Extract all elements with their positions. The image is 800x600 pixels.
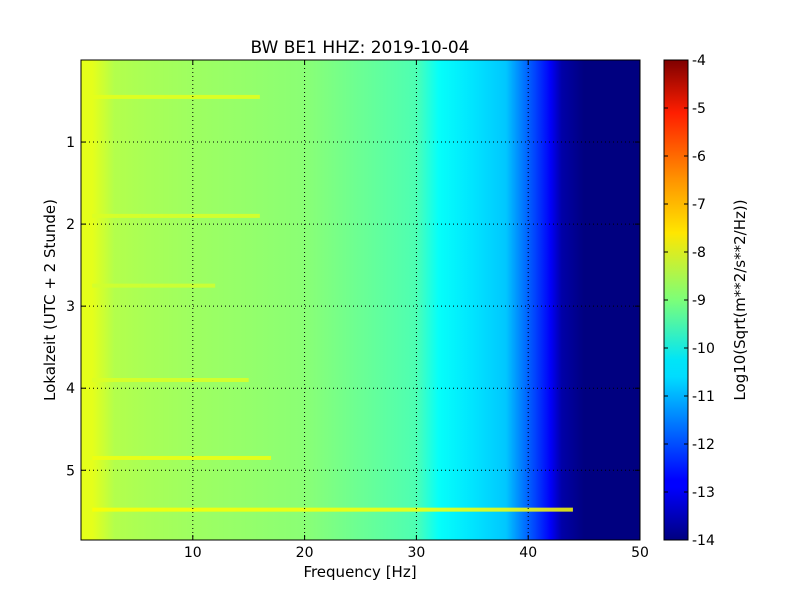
plot-frame — [80, 59, 641, 541]
x-tick-label: 40 — [519, 545, 537, 561]
x-tick-label: 10 — [184, 545, 202, 561]
x-tick-label: 50 — [631, 545, 649, 561]
x-axis-label: Frequency [Hz] — [303, 563, 416, 581]
colorbar-tick-label: -9 — [692, 293, 706, 309]
y-tick-label: 4 — [66, 381, 75, 397]
y-tick-label: 1 — [66, 135, 75, 151]
spectrogram-bands — [92, 94, 573, 512]
x-tick-label: 20 — [296, 545, 314, 561]
spectrogram-band — [92, 283, 216, 288]
spectrogram-band — [92, 378, 249, 382]
chart-title: BW BE1 HHZ: 2019-10-04 — [250, 38, 469, 58]
colorbar: -4 -5 -6 -7 -8 -9 -10 -11 -12 -13 -14 Log10(Sqrt(m… — [663, 53, 749, 549]
colorbar-tick-label: -14 — [692, 533, 715, 549]
y-tick-label: 2 — [66, 217, 75, 233]
colorbar-tick-label: -10 — [692, 341, 715, 357]
colorbar-tick-label: -12 — [692, 437, 715, 453]
x-axis: 10 20 30 40 50 — [184, 60, 649, 561]
spectrogram-band — [92, 507, 573, 512]
y-axis: 1 2 3 4 5 — [66, 135, 640, 479]
colorbar-tick-label: -8 — [692, 245, 706, 261]
colorbar-tick-label: -13 — [692, 485, 715, 501]
spectrogram-image — [81, 60, 640, 540]
colorbar-tick-label: -5 — [692, 101, 706, 117]
grid — [81, 60, 640, 540]
x-tick-label: 30 — [407, 545, 425, 561]
spectrogram-band — [92, 213, 260, 218]
y-tick-label: 3 — [66, 299, 75, 315]
colorbar-tick-label: -11 — [692, 389, 715, 405]
colorbar-tick-label: -4 — [692, 53, 706, 69]
spectrogram-band — [92, 455, 272, 460]
colorbar-label: Log10(Sqrt(m**2/s**2/Hz)) — [731, 199, 749, 400]
y-tick-label: 5 — [66, 463, 75, 479]
colorbar-tick-label: -7 — [692, 197, 706, 213]
colorbar-ticks: -4 -5 -6 -7 -8 -9 -10 -11 -12 -13 -14 — [664, 53, 715, 549]
colorbar-tick-label: -6 — [692, 149, 706, 165]
plot-area — [80, 59, 641, 541]
spectrogram-band — [92, 94, 260, 99]
y-axis-label: Lokalzeit (UTC + 2 Stunde) — [41, 199, 59, 401]
